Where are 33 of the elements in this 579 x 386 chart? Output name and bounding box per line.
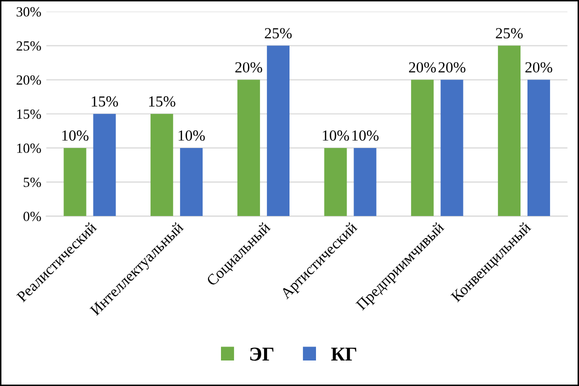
data-label: 20% bbox=[409, 62, 436, 73]
data-label: 10% bbox=[322, 130, 350, 141]
bar bbox=[498, 46, 521, 216]
bar bbox=[411, 80, 434, 216]
data-label: 10% bbox=[178, 130, 205, 141]
bar bbox=[354, 148, 376, 216]
data-label: 25% bbox=[496, 28, 523, 38]
bar bbox=[180, 148, 203, 216]
y-tick-label: 5% bbox=[24, 178, 41, 188]
bar bbox=[527, 80, 550, 216]
bar bbox=[324, 148, 347, 216]
data-label: 10% bbox=[62, 130, 88, 141]
bar bbox=[237, 80, 260, 216]
y-tick-label: 10% bbox=[17, 144, 41, 153]
bar bbox=[440, 80, 464, 216]
y-tick-label: 20% bbox=[16, 75, 41, 85]
bar bbox=[64, 148, 86, 216]
data-label: 20% bbox=[235, 62, 262, 73]
data-label: 15% bbox=[92, 96, 118, 107]
data-label: 20% bbox=[438, 62, 466, 73]
y-tick-label: 0% bbox=[23, 212, 41, 222]
legend-label: ЭГ bbox=[250, 348, 274, 361]
data-label: 20% bbox=[525, 62, 552, 73]
data-label: 15% bbox=[149, 96, 176, 107]
y-tick-label: 30% bbox=[16, 7, 41, 17]
legend-label: КГ bbox=[331, 348, 356, 360]
bar bbox=[150, 114, 174, 216]
y-tick-label: 25% bbox=[16, 41, 41, 51]
bar bbox=[266, 46, 290, 216]
y-tick-label: 15% bbox=[17, 109, 41, 119]
bar bbox=[93, 114, 116, 216]
data-label: 25% bbox=[264, 28, 292, 38]
data-label: 10% bbox=[352, 130, 379, 141]
